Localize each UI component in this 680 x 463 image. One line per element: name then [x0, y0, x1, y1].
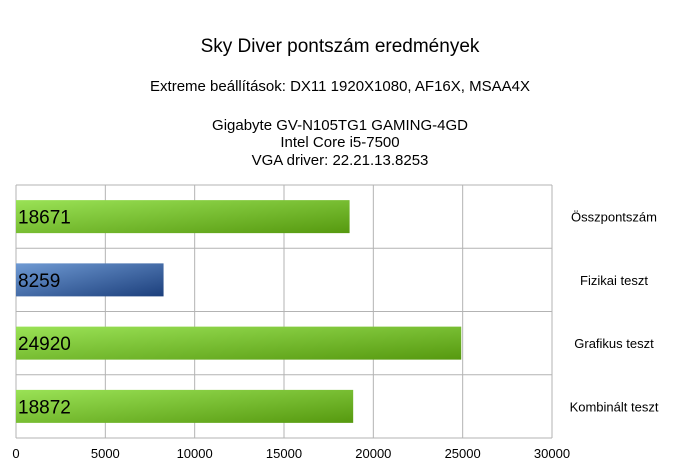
x-tick-label: 0	[12, 446, 19, 461]
category-label: Kombinált teszt	[570, 399, 659, 414]
value-labels: 18671 8259 24920 18872	[18, 208, 71, 419]
subtitle-line: Gigabyte GV-N105TG1 GAMING-4GD	[212, 117, 468, 134]
x-tick-label: 30000	[534, 446, 570, 461]
x-tick-label: 5000	[91, 446, 120, 461]
x-tick-label: 15000	[266, 446, 302, 461]
chart-title: Sky Diver pontszám eredmények	[201, 36, 480, 57]
subtitle-line: Extreme beállítások: DX11 1920X1080, AF1…	[150, 78, 530, 95]
bar	[16, 263, 164, 297]
x-tick-label: 20000	[355, 446, 391, 461]
category-labels: Összpontszám Fizikai teszt Grafikus teszt K…	[570, 210, 659, 415]
chart-subtitles: Extreme beállítások: DX11 1920X1080, AF1…	[150, 78, 530, 169]
x-tick-label: 10000	[177, 446, 213, 461]
x-axis-ticks: 0 5000 10000 15000 20000 25000 30000	[12, 446, 570, 461]
bars	[16, 200, 462, 423]
category-label: Grafikus teszt	[574, 336, 654, 351]
bar	[16, 326, 462, 360]
bar-value-label: 18872	[18, 397, 71, 418]
category-label: Összpontszám	[571, 210, 657, 225]
subtitle-line: VGA driver: 22.21.13.8253	[252, 152, 429, 169]
bar-value-label: 18671	[18, 208, 71, 229]
bar-value-label: 24920	[18, 334, 71, 355]
x-tick-label: 25000	[445, 446, 481, 461]
bar-value-label: 8259	[18, 271, 60, 292]
subtitle-line: Intel Core i5-7500	[280, 134, 399, 151]
category-label: Fizikai teszt	[580, 273, 648, 288]
bar	[16, 389, 354, 423]
bar	[16, 200, 350, 234]
